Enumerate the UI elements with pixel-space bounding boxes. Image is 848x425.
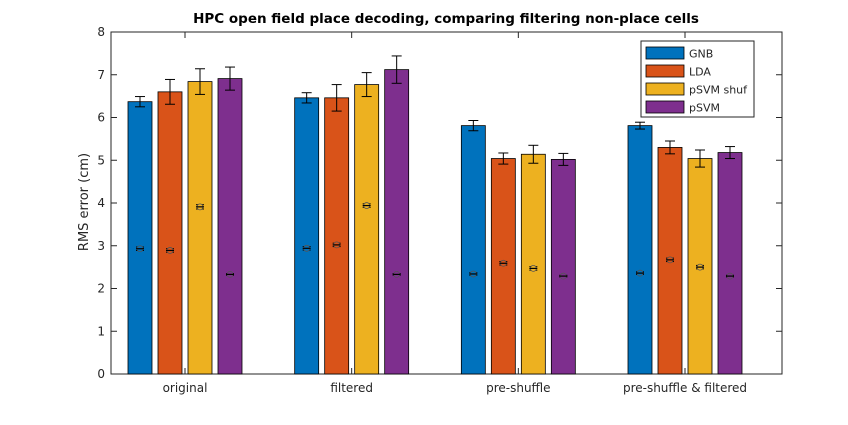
bar-gnb	[294, 97, 320, 375]
bar-psvm	[717, 152, 743, 375]
legend-label: pSVM shuf	[689, 84, 748, 97]
y-tick-label: 1	[97, 324, 105, 338]
chart-title: HPC open field place decoding, comparing…	[193, 11, 699, 27]
y-tick-label: 0	[97, 367, 105, 381]
y-tick-label: 7	[97, 68, 105, 82]
bar-psvm	[217, 78, 243, 375]
legend-swatch	[645, 64, 685, 78]
legend-label: LDA	[689, 66, 711, 79]
y-tick-label: 3	[97, 239, 105, 253]
bar-psvm-shuf	[187, 81, 213, 375]
legend-swatch	[645, 46, 685, 60]
bar-psvm-shuf	[520, 153, 546, 375]
legend-label: GNB	[689, 48, 713, 61]
x-tick-label: pre-shuffle & filtered	[623, 381, 747, 395]
x-tick-label: original	[163, 381, 208, 395]
legend-swatch	[645, 100, 685, 114]
bar-psvm	[550, 158, 576, 375]
plot-area: 0 1 2 3 4 5 6 7 8 original filtered pre-shuffle pre-…	[97, 25, 783, 395]
legend-label: pSVM	[689, 102, 720, 115]
y-tick-label: 4	[97, 196, 105, 210]
bar-psvm	[384, 69, 410, 375]
x-tick-label: pre-shuffle	[486, 381, 550, 395]
x-tick-label: filtered	[330, 381, 373, 395]
y-axis-label: RMS error (cm)	[77, 153, 92, 251]
bar-gnb	[127, 101, 153, 375]
y-tick-label: 8	[97, 25, 105, 39]
bar-lda	[157, 91, 183, 375]
y-tick-label: 2	[97, 282, 105, 296]
legend: GNB LDA pSVM shuf pSVM	[640, 40, 755, 118]
y-tick-label: 6	[97, 111, 105, 125]
y-tick-label: 5	[97, 153, 105, 167]
bar-gnb	[627, 125, 653, 375]
legend-swatch	[645, 82, 685, 96]
bar-gnb	[460, 125, 486, 375]
bar-psvm-shuf	[354, 84, 380, 375]
bar-lda	[324, 97, 350, 375]
